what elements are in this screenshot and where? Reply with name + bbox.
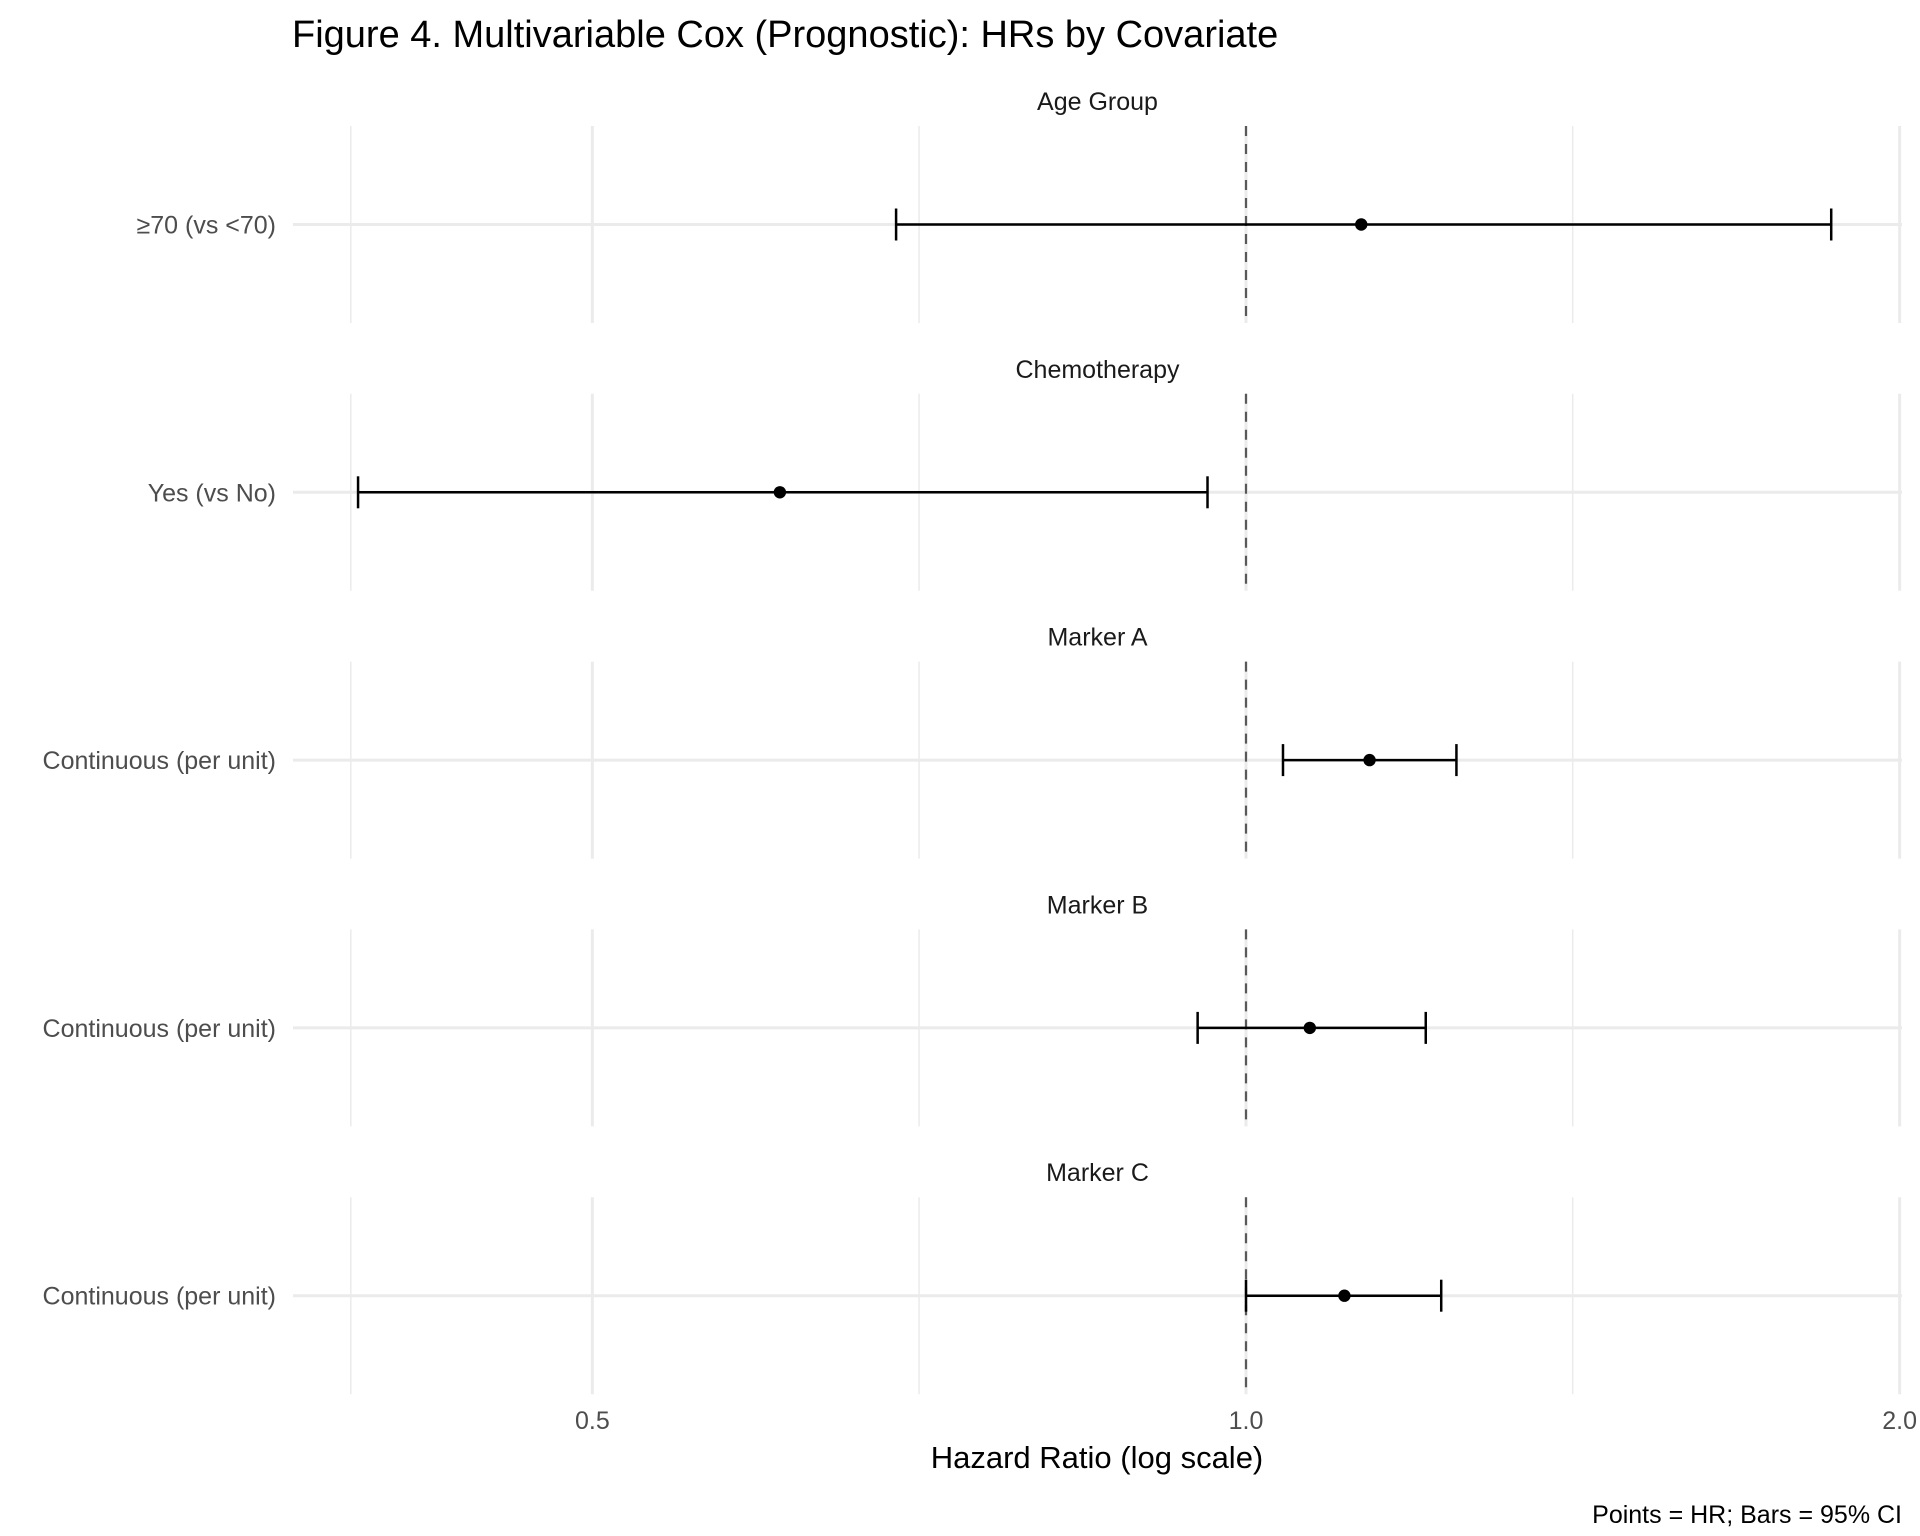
- x-axis-title: Hazard Ratio (log scale): [931, 1440, 1264, 1475]
- y-axis-label: Continuous (per unit): [43, 747, 276, 775]
- facet-strip-label: Marker B: [1047, 891, 1148, 919]
- hr-point: [773, 486, 787, 499]
- facet-panels: Age Group ≥70 (vs <70) Chemotherapy Yes (vs…: [43, 88, 1902, 1395]
- x-tick-label: 2.0: [1882, 1407, 1917, 1435]
- y-axis-label: Continuous (per unit): [43, 1015, 276, 1043]
- facet-panel: Chemotherapy Yes (vs No): [148, 356, 1902, 591]
- x-axis-ticks: 0.5 1.0 2.0: [575, 1407, 1917, 1435]
- facet-strip-label: Marker A: [1047, 624, 1147, 652]
- caption: Points = HR; Bars = 95% CI: [1592, 1501, 1902, 1529]
- hr-point: [1355, 218, 1368, 231]
- y-axis-label: Continuous (per unit): [43, 1283, 276, 1311]
- x-tick-label: 1.0: [1229, 1407, 1264, 1435]
- facet-panel: Marker B Continuous (per unit): [43, 891, 1902, 1127]
- facet-strip-label: Chemotherapy: [1016, 356, 1180, 384]
- facet-panel: Age Group ≥70 (vs <70): [137, 88, 1902, 323]
- y-axis-label: ≥70 (vs <70): [137, 212, 276, 240]
- x-tick-label: 0.5: [575, 1407, 610, 1435]
- facet-panel: Marker C Continuous (per unit): [43, 1159, 1902, 1395]
- hr-point: [1363, 753, 1376, 767]
- hr-point: [1338, 1289, 1351, 1302]
- hr-point: [1303, 1021, 1317, 1035]
- y-axis-label: Yes (vs No): [148, 479, 276, 507]
- chart-title: Figure 4. Multivariable Cox (Prognostic)…: [292, 14, 1278, 56]
- facet-panel: Marker A Continuous (per unit): [43, 624, 1902, 859]
- facet-strip-label: Age Group: [1037, 88, 1158, 116]
- facet-strip-label: Marker C: [1046, 1159, 1149, 1187]
